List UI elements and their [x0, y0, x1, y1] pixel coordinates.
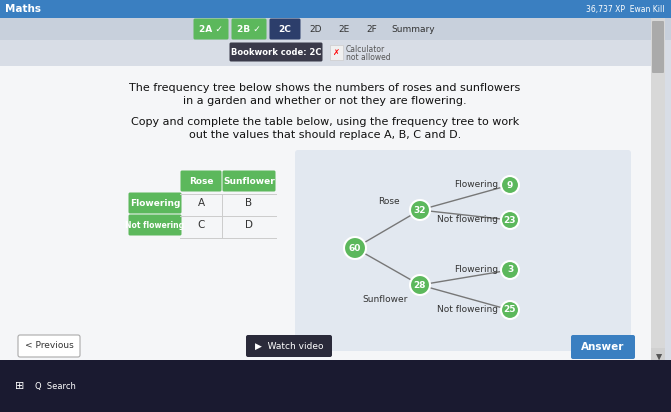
FancyBboxPatch shape [229, 42, 323, 61]
Text: Flowering: Flowering [130, 199, 180, 208]
Text: 2E: 2E [338, 24, 350, 33]
Text: 36,737 XP  Ewan Kill: 36,737 XP Ewan Kill [586, 5, 665, 14]
Text: ✗: ✗ [333, 47, 340, 56]
FancyBboxPatch shape [129, 215, 181, 236]
Circle shape [501, 261, 519, 279]
Text: not allowed: not allowed [346, 52, 391, 61]
FancyBboxPatch shape [295, 150, 631, 351]
Text: 32: 32 [414, 206, 426, 215]
FancyBboxPatch shape [651, 18, 665, 348]
Text: Not flowering: Not flowering [437, 215, 498, 223]
Text: Copy and complete the table below, using the frequency tree to work: Copy and complete the table below, using… [131, 117, 519, 127]
FancyBboxPatch shape [18, 335, 80, 357]
Text: B: B [246, 198, 252, 208]
Circle shape [501, 301, 519, 319]
Text: Summary: Summary [391, 24, 435, 33]
Text: 2C: 2C [278, 24, 291, 33]
Text: Maths: Maths [5, 4, 41, 14]
FancyBboxPatch shape [0, 18, 671, 40]
Circle shape [410, 200, 430, 220]
Circle shape [410, 275, 430, 295]
Text: The frequency tree below shows the numbers of roses and sunflowers: The frequency tree below shows the numbe… [130, 83, 521, 93]
FancyBboxPatch shape [193, 19, 229, 40]
Text: 2F: 2F [366, 24, 377, 33]
Text: out the values that should replace A, B, C and D.: out the values that should replace A, B,… [189, 130, 461, 140]
FancyBboxPatch shape [329, 44, 342, 59]
Circle shape [344, 237, 366, 259]
Text: < Previous: < Previous [25, 342, 73, 351]
Text: ⊞: ⊞ [15, 381, 25, 391]
Text: D: D [245, 220, 253, 230]
FancyBboxPatch shape [652, 21, 664, 73]
Text: 3: 3 [507, 265, 513, 274]
FancyBboxPatch shape [246, 335, 332, 357]
Text: Bookwork code: 2C: Bookwork code: 2C [231, 47, 321, 56]
Text: Flowering: Flowering [454, 180, 498, 189]
Text: Answer: Answer [581, 342, 625, 352]
FancyBboxPatch shape [180, 171, 221, 192]
Circle shape [501, 176, 519, 194]
Text: 23: 23 [504, 215, 516, 225]
Text: ▶: ▶ [654, 353, 662, 359]
FancyBboxPatch shape [129, 192, 181, 213]
Text: ▶  Watch video: ▶ Watch video [255, 342, 323, 351]
Text: 9: 9 [507, 180, 513, 190]
Text: 2A ✓: 2A ✓ [199, 24, 223, 33]
Text: Calculator: Calculator [346, 44, 385, 54]
Text: Not flowering: Not flowering [125, 220, 185, 229]
Text: Flowering: Flowering [454, 265, 498, 274]
FancyBboxPatch shape [651, 348, 665, 364]
Text: in a garden and whether or not they are flowering.: in a garden and whether or not they are … [183, 96, 467, 106]
Text: 2D: 2D [310, 24, 322, 33]
FancyBboxPatch shape [223, 171, 276, 192]
FancyBboxPatch shape [0, 66, 651, 361]
FancyBboxPatch shape [0, 0, 671, 18]
Text: Q  Search: Q Search [35, 382, 75, 391]
Text: 25: 25 [504, 306, 516, 314]
Text: Not flowering: Not flowering [437, 304, 498, 314]
Text: 2B ✓: 2B ✓ [237, 24, 261, 33]
FancyBboxPatch shape [270, 19, 301, 40]
Text: Sunflower: Sunflower [223, 176, 275, 185]
Text: Sunflower: Sunflower [362, 295, 408, 304]
Text: Rose: Rose [378, 197, 400, 206]
FancyBboxPatch shape [231, 19, 266, 40]
Text: A: A [197, 198, 205, 208]
FancyBboxPatch shape [0, 360, 671, 412]
Text: Rose: Rose [189, 176, 213, 185]
Text: C: C [197, 220, 205, 230]
Circle shape [501, 211, 519, 229]
FancyBboxPatch shape [571, 335, 635, 359]
Text: 28: 28 [414, 281, 426, 290]
Text: 60: 60 [349, 243, 361, 253]
